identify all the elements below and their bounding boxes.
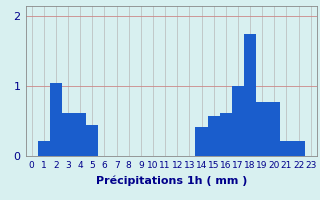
X-axis label: Précipitations 1h ( mm ): Précipitations 1h ( mm ) bbox=[95, 175, 247, 186]
Bar bbox=[232, 86, 244, 156]
Bar bbox=[74, 113, 86, 156]
Bar bbox=[280, 141, 292, 156]
Bar bbox=[292, 141, 305, 156]
Bar bbox=[220, 113, 232, 156]
Bar bbox=[244, 34, 256, 156]
Bar bbox=[62, 113, 74, 156]
Bar bbox=[208, 116, 220, 156]
Bar bbox=[50, 83, 62, 156]
Bar bbox=[86, 125, 99, 156]
Bar bbox=[38, 141, 50, 156]
Bar bbox=[268, 102, 280, 156]
Bar bbox=[256, 102, 268, 156]
Bar bbox=[196, 127, 208, 156]
